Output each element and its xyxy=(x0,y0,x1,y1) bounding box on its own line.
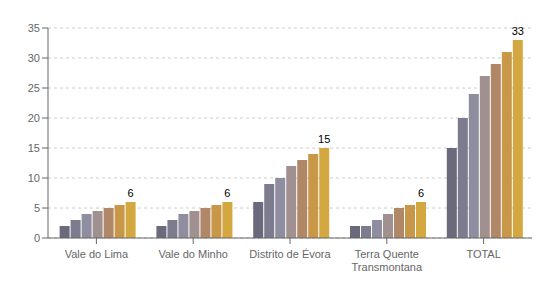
svg-text:Distrito de Évora: Distrito de Évora xyxy=(249,248,331,260)
svg-text:33: 33 xyxy=(512,25,524,37)
svg-text:15: 15 xyxy=(28,142,40,154)
svg-text:30: 30 xyxy=(28,52,40,64)
svg-text:Vale do Minho: Vale do Minho xyxy=(158,248,228,260)
svg-text:TOTAL: TOTAL xyxy=(466,248,500,260)
svg-text:10: 10 xyxy=(28,172,40,184)
svg-text:Vale do Lima: Vale do Lima xyxy=(65,248,129,260)
svg-text:6: 6 xyxy=(418,187,424,199)
svg-text:25: 25 xyxy=(28,82,40,94)
svg-text:Terra QuenteTransmontana: Terra QuenteTransmontana xyxy=(352,248,423,273)
svg-text:6: 6 xyxy=(224,187,230,199)
svg-text:35: 35 xyxy=(28,22,40,34)
svg-text:20: 20 xyxy=(28,112,40,124)
svg-text:6: 6 xyxy=(128,187,134,199)
svg-text:0: 0 xyxy=(34,232,40,244)
svg-text:5: 5 xyxy=(34,202,40,214)
svg-text:15: 15 xyxy=(318,133,330,145)
